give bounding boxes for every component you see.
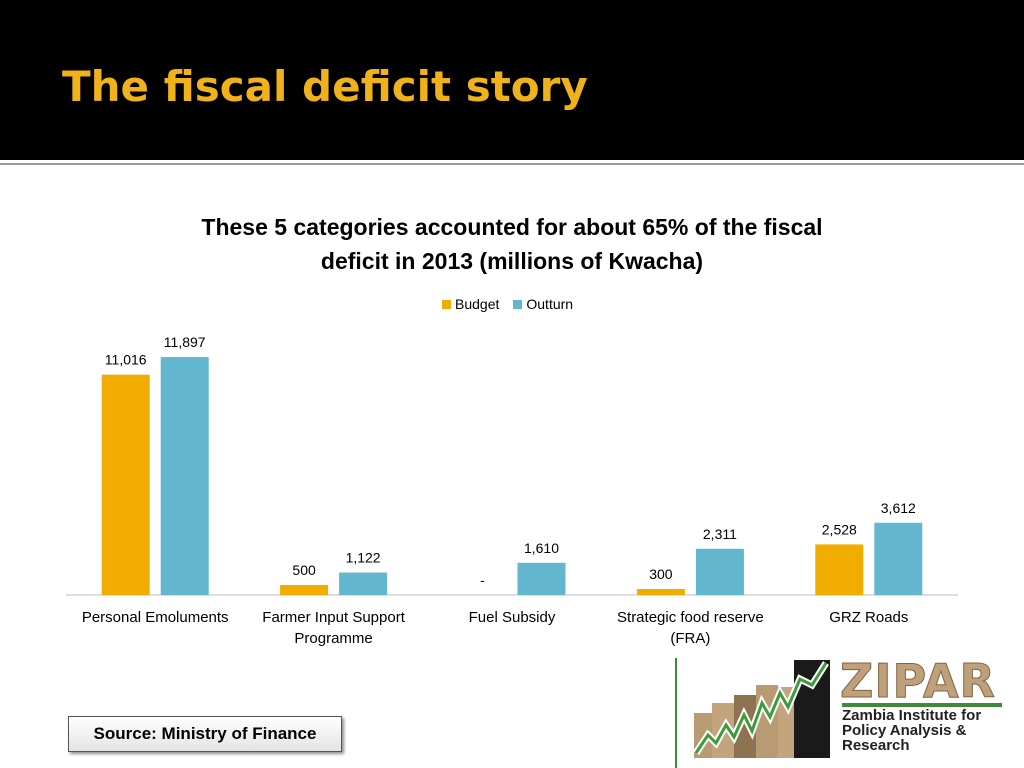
bar-outturn-2 [517,562,566,595]
chart-title-line-1: These 5 categories accounted for about 6… [201,214,823,240]
data-label-outturn-4: 3,612 [881,500,916,516]
logo-subtitle-line-3: Research [842,737,910,754]
zipar-logo-graphic [693,660,830,758]
legend-item-budget: Budget [442,296,499,312]
data-label-outturn-3: 2,311 [703,526,737,542]
bar-outturn-4 [874,522,923,595]
data-label-budget-2: - [480,572,485,588]
logo-trend-line-inner [694,662,828,754]
bar-outturn-0 [160,357,209,595]
data-label-budget-4: 2,528 [822,521,857,537]
data-label-budget-1: 500 [292,562,316,578]
data-label-outturn-0: 11,897 [164,334,206,350]
logo-divider [675,658,677,768]
logo-subtitle: Zambia Institute for Policy Analysis & R… [842,708,1022,753]
chart-legend: Budget Outturn [442,295,587,313]
bar-budget-4 [815,544,864,595]
slide-title: The fiscal deficit story [62,62,588,111]
legend-swatch-budget [442,299,451,309]
legend-label-budget: Budget [455,296,500,312]
legend-label-outturn: Outturn [526,296,574,312]
bar-outturn-1 [339,572,388,595]
chart-title-line-2: deficit in 2013 (millions of Kwacha) [320,248,704,274]
data-label-outturn-1: 1,122 [346,550,381,566]
bar-budget-3 [636,589,685,595]
category-label-1-line-0: Farmer Input Support [262,609,405,626]
legend-item-outturn: Outturn [513,296,573,312]
category-label-4-line-0: GRZ Roads [829,609,908,626]
logo-underline [842,703,1002,707]
bar-chart: 11,016 11,897 Personal Emoluments 500 1,122 F… [66,334,958,647]
bar-budget-0 [101,374,150,595]
category-label-1-line-1: Programme [294,630,372,647]
bar-outturn-3 [695,548,744,595]
data-label-budget-3: 300 [649,566,673,582]
category-label-3-line-1: (FRA) [670,630,710,647]
data-label-budget-0: 11,016 [105,352,147,368]
logo-block-3 [734,695,756,758]
legend-swatch-outturn [513,299,523,309]
category-label-2-line-0: Fuel Subsidy [469,609,556,626]
logo-subtitle-line-2: Policy Analysis & [842,722,967,739]
data-label-outturn-2: 1,610 [524,540,559,556]
category-label-0-line-0: Personal Emoluments [82,609,229,626]
logo-wordmark: ZIPAR [840,654,996,708]
logo-block-6 [794,660,830,758]
slide-header: The fiscal deficit story [0,0,1024,160]
bar-budget-1 [280,585,329,595]
category-label-3-line-0: Strategic food reserve [617,609,764,626]
chart-title: These 5 categories accounted for about 6… [150,210,874,278]
source-note: Source: Ministry of Finance [68,716,342,752]
header-divider [0,160,1024,169]
logo-block-4 [756,685,778,758]
logo-subtitle-line-1: Zambia Institute for [842,707,982,724]
